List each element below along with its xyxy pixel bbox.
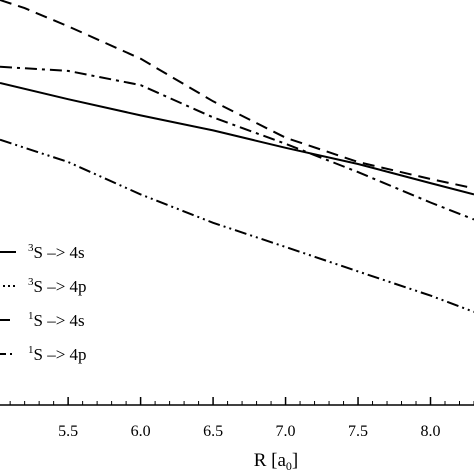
legend-label-2: 3S –> 4p	[28, 276, 87, 296]
x-axis: 5.5 6.0 6.5 7.0 7.5 8.0	[0, 397, 474, 440]
legend-label-text: S –> 4p	[34, 345, 87, 364]
series-layer	[0, 0, 474, 313]
x-tick-label: 6.5	[203, 423, 223, 440]
x-tick-label: 8.0	[421, 423, 441, 440]
legend-label-text: S –> 4s	[34, 243, 85, 262]
x-axis-title-close: ]	[292, 450, 298, 471]
series-line-1	[0, 82, 474, 196]
x-axis-title-main: R [a	[254, 450, 287, 471]
legend-label-text: S –> 4s	[34, 311, 85, 330]
legend-label-3: 1S –> 4s	[28, 310, 85, 330]
x-axis-title-sub: 0	[286, 459, 292, 473]
legend-label-sup: 3	[28, 242, 34, 254]
legend-label-1: 3S –> 4s	[28, 242, 85, 262]
legend-label-sup: 1	[28, 310, 34, 322]
legend-label-sup: 3	[28, 276, 34, 288]
series-line-3	[0, 0, 474, 190]
x-tick-label: 6.0	[131, 423, 151, 440]
x-tick-label: 7.5	[348, 423, 368, 440]
legend-label-sup: 1	[28, 344, 34, 356]
x-tick-label: 7.0	[276, 423, 296, 440]
x-tick-label: 5.5	[58, 423, 78, 440]
series-line-2	[0, 138, 474, 313]
legend-label-text: S –> 4p	[34, 277, 87, 296]
series-line-4	[0, 65, 474, 221]
x-axis-title: R [a0]	[254, 450, 299, 473]
legend-label-4: 1S –> 4p	[28, 344, 87, 364]
